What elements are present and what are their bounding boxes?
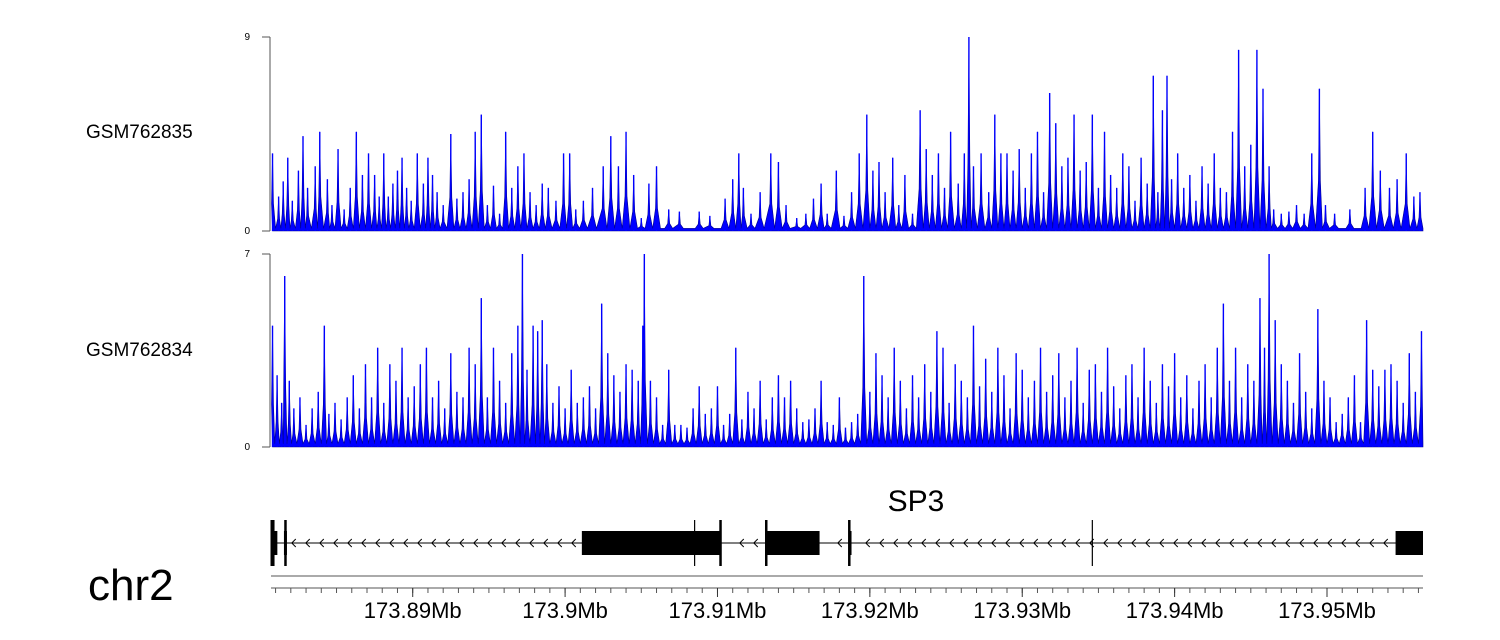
- strand-arrow: [1131, 538, 1137, 548]
- y-axis-tick-label-max: 9: [244, 32, 250, 43]
- y-axis-tick-label-min: 0: [244, 226, 250, 237]
- axis-tick-label: 173.91Mb: [669, 598, 767, 623]
- coverage-track-gsm762834: GSM762834 70: [86, 249, 1424, 453]
- strand-arrow: [963, 538, 969, 548]
- strand-arrow: [1201, 538, 1207, 548]
- y-axis-gsm762834: 70: [244, 249, 271, 453]
- strand-arrow: [529, 538, 535, 548]
- strand-arrow: [1187, 538, 1193, 548]
- strand-arrow: [1313, 538, 1319, 548]
- strand-arrow: [1145, 538, 1151, 548]
- strand-arrow: [319, 538, 325, 548]
- axis-tick-label: 173.95Mb: [1278, 598, 1376, 623]
- strand-arrow: [1117, 538, 1123, 548]
- y-axis-gsm762835: 90: [244, 32, 271, 237]
- strand-arrow: [1355, 538, 1361, 548]
- axis-tick-label: 173.94Mb: [1126, 598, 1224, 623]
- strand-arrow: [487, 538, 493, 548]
- gene-name-label: SP3: [888, 485, 945, 518]
- axis-tick-label: 173.93Mb: [973, 598, 1071, 623]
- strand-arrow: [501, 538, 507, 548]
- strand-arrow: [1061, 538, 1067, 548]
- strand-arrow: [291, 538, 297, 548]
- strand-arrow: [921, 538, 927, 548]
- axis-tick-label: 173.92Mb: [821, 598, 919, 623]
- strand-arrow: [1257, 538, 1263, 548]
- strand-arrow: [1159, 538, 1165, 548]
- strand-arrow: [1019, 538, 1025, 548]
- strand-arrow: [1103, 538, 1109, 548]
- chromosome-label: chr2: [88, 561, 174, 610]
- strand-arrow: [473, 538, 479, 548]
- strand-arrow: [837, 538, 843, 548]
- strand-arrow: [739, 538, 745, 548]
- gene-model-track: SP3: [270, 485, 1423, 566]
- strand-arrow: [431, 538, 437, 548]
- strand-arrow: [1215, 538, 1221, 548]
- strand-arrow: [557, 538, 563, 548]
- strand-arrow: [417, 538, 423, 548]
- strand-arrow: [907, 538, 913, 548]
- coverage-track-gsm762835: GSM762835 90: [86, 32, 1424, 237]
- strand-arrow: [515, 538, 521, 548]
- strand-arrow: [347, 538, 353, 548]
- strand-arrow: [1005, 538, 1011, 548]
- track-label-gsm762835: GSM762835: [86, 122, 193, 143]
- strand-arrow: [1369, 538, 1375, 548]
- strand-arrow: [361, 538, 367, 548]
- gene-exon: [766, 531, 820, 555]
- strand-arrow: [1033, 538, 1039, 548]
- strand-arrow: [865, 538, 871, 548]
- strand-arrow: [893, 538, 899, 548]
- coverage-area-gsm762835: [271, 36, 1424, 232]
- strand-arrow: [1271, 538, 1277, 548]
- axis-tick-label: 173.9Mb: [522, 598, 608, 623]
- coverage-area-gsm762834: [271, 253, 1424, 448]
- gene-exon: [274, 531, 278, 555]
- strand-arrow: [543, 538, 549, 548]
- y-axis-tick-label-min: 0: [244, 442, 250, 453]
- strand-arrow: [1341, 538, 1347, 548]
- strand-arrow: [571, 538, 577, 548]
- gene-exon: [1395, 531, 1423, 555]
- strand-arrow: [1383, 538, 1389, 548]
- strand-arrow: [1173, 538, 1179, 548]
- axis-tick-label: 173.89Mb: [364, 598, 462, 623]
- strand-arrow: [1229, 538, 1235, 548]
- strand-arrow: [991, 538, 997, 548]
- strand-arrow: [333, 538, 339, 548]
- strand-arrow: [403, 538, 409, 548]
- strand-arrow: [753, 538, 759, 548]
- y-axis-tick-label-max: 7: [244, 249, 250, 260]
- strand-arrow: [1285, 538, 1291, 548]
- strand-arrow: [1327, 538, 1333, 548]
- gene-exon: [581, 531, 721, 555]
- strand-arrow: [389, 538, 395, 548]
- strand-arrow: [305, 538, 311, 548]
- strand-arrow: [1243, 538, 1249, 548]
- strand-arrow: [445, 538, 451, 548]
- track-label-gsm762834: GSM762834: [86, 340, 193, 361]
- strand-arrow: [935, 538, 941, 548]
- genome-coordinate-axis: 173.89Mb 173.9Mb 173.91Mb 173.92Mb 173.93Mb 1…: [271, 575, 1423, 623]
- strand-arrow: [1075, 538, 1081, 548]
- strand-arrow: [949, 538, 955, 548]
- strand-arrow: [977, 538, 983, 548]
- strand-arrow: [1299, 538, 1305, 548]
- strand-arrow: [879, 538, 885, 548]
- strand-arrow: [375, 538, 381, 548]
- strand-arrow: [1047, 538, 1053, 548]
- strand-arrow: [459, 538, 465, 548]
